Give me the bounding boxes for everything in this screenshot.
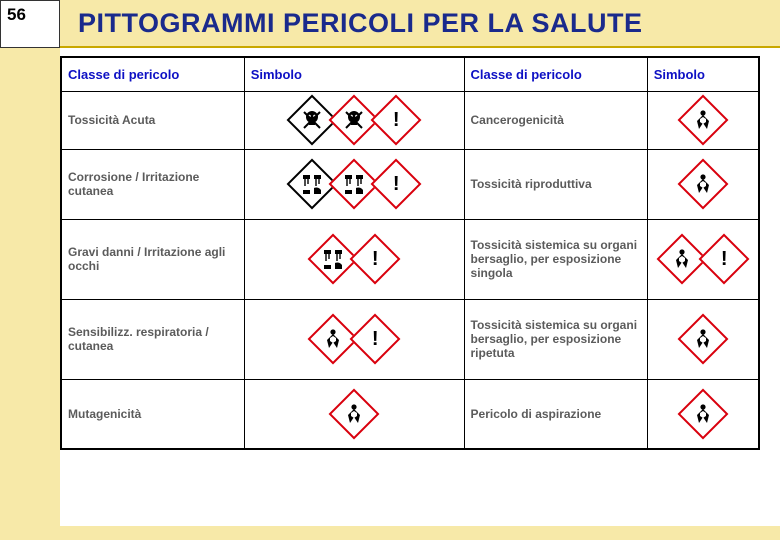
hazard-class-cell: Tossicità sistemica su organi bersaglio,… (464, 219, 647, 299)
th-classe-1: Classe di pericolo (61, 57, 244, 91)
symbol-cell (647, 379, 759, 449)
symbol-cell: ! (244, 219, 464, 299)
table-row: Mutagenicità Pericolo di aspirazione (61, 379, 759, 449)
symbol-cell (244, 379, 464, 449)
title-box: PITTOGRAMMI PERICOLI PER LA SALUTE (60, 0, 780, 48)
hazard-class-cell: Gravi danni / Irritazione agli occhi (61, 219, 244, 299)
content: Classe di pericolo Simbolo Classe di per… (0, 48, 780, 450)
exclaim-icon: ! (350, 234, 401, 285)
hazard-class-cell: Tossicità Acuta (61, 91, 244, 149)
symbol-cell: ! (244, 149, 464, 219)
table-row: Sensibilizz. respiratoria / cutanea! Toss… (61, 299, 759, 379)
exclaim-icon: ! (371, 95, 422, 146)
symbol-cell (647, 299, 759, 379)
pictogram-table: Classe di pericolo Simbolo Classe di per… (60, 56, 760, 450)
bottom-strip (0, 526, 780, 540)
health-icon (677, 314, 728, 365)
health-icon (677, 159, 728, 210)
hazard-class-cell: Sensibilizz. respiratoria / cutanea (61, 299, 244, 379)
table-row: Gravi danni / Irritazione agli occhi! Tos… (61, 219, 759, 299)
symbol-cell: ! (244, 91, 464, 149)
health-icon (329, 388, 380, 439)
hazard-class-cell: Pericolo di aspirazione (464, 379, 647, 449)
exclaim-icon: ! (350, 314, 401, 365)
health-icon (677, 388, 728, 439)
exclaim-icon: ! (698, 234, 749, 285)
table-row: Tossicità Acuta! Cancerogenicità (61, 91, 759, 149)
symbol-cell: ! (647, 219, 759, 299)
hazard-class-cell: Mutagenicità (61, 379, 244, 449)
hazard-class-cell: Tossicità sistemica su organi bersaglio,… (464, 299, 647, 379)
slide-number: 56 (7, 5, 26, 25)
header-bar: 56 PITTOGRAMMI PERICOLI PER LA SALUTE (0, 0, 780, 48)
left-strip (0, 48, 60, 526)
symbol-cell (647, 149, 759, 219)
health-icon (677, 95, 728, 146)
symbol-cell: ! (244, 299, 464, 379)
hazard-class-cell: Cancerogenicità (464, 91, 647, 149)
table-header-row: Classe di pericolo Simbolo Classe di per… (61, 57, 759, 91)
slide: 56 PITTOGRAMMI PERICOLI PER LA SALUTE Cl… (0, 0, 780, 540)
th-simbolo-1: Simbolo (244, 57, 464, 91)
slide-number-box: 56 (0, 0, 60, 48)
symbol-cell (647, 91, 759, 149)
hazard-class-cell: Corrosione / Irritazione cutanea (61, 149, 244, 219)
th-classe-2: Classe di pericolo (464, 57, 647, 91)
exclaim-icon: ! (371, 159, 422, 210)
th-simbolo-2: Simbolo (647, 57, 759, 91)
hazard-class-cell: Tossicità riproduttiva (464, 149, 647, 219)
table-row: Corrosione / Irritazione cutanea! Tossici… (61, 149, 759, 219)
page-title: PITTOGRAMMI PERICOLI PER LA SALUTE (78, 8, 643, 39)
